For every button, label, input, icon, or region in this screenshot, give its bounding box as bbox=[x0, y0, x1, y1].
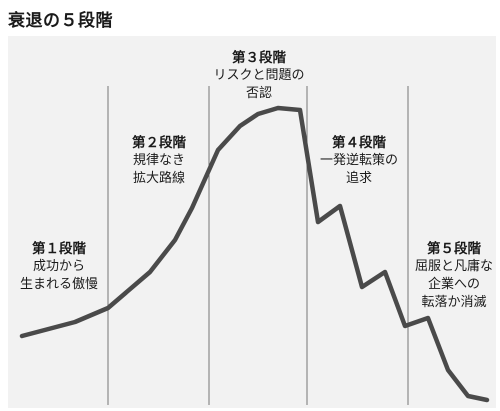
stage-2-desc-line-2: 拡大路線 bbox=[132, 171, 185, 186]
stage-4-desc-line-2: 追求 bbox=[345, 171, 372, 186]
stage-5-name: 第５段階 bbox=[427, 241, 481, 257]
stage-2-desc-line-1: 規律なき bbox=[132, 153, 185, 168]
diagram-panel bbox=[8, 36, 496, 408]
stage-4: 第４段階 一発逆転策の 追求 bbox=[312, 134, 406, 188]
stage-1: 第１段階 成功から 生まれる傲慢 bbox=[14, 240, 104, 294]
decline-curve bbox=[19, 105, 490, 403]
stage-4-name: 第４段階 bbox=[332, 135, 386, 151]
stage-5: 第５段階 屈服と凡庸な 企業への 転落か消滅 bbox=[410, 240, 498, 312]
stage-4-desc-line-1: 一発逆転策の bbox=[319, 153, 398, 168]
stage-3-desc-line-1: リスクと問題の bbox=[213, 68, 305, 83]
stage-1-desc-line-2: 生まれる傲慢 bbox=[19, 277, 98, 292]
stage-2-name: 第２段階 bbox=[132, 135, 186, 151]
stage-3: 第３段階 リスクと問題の 否認 bbox=[202, 49, 316, 103]
stage-3-desc-line-2: 否認 bbox=[245, 86, 272, 101]
stage-5-desc-line-3: 転落か消滅 bbox=[421, 295, 487, 310]
stage-3-name: 第３段階 bbox=[232, 50, 286, 66]
stage-5-desc-line-2: 企業への bbox=[427, 277, 480, 292]
stage-5-desc-line-1: 屈服と凡庸な bbox=[414, 259, 493, 274]
stage-1-name: 第１段階 bbox=[32, 241, 86, 257]
diagram-title: 衰退の５段階 bbox=[8, 11, 113, 31]
stage-2: 第２段階 規律なき 拡大路線 bbox=[112, 134, 206, 188]
stage-1-desc-line-1: 成功から bbox=[32, 259, 85, 274]
